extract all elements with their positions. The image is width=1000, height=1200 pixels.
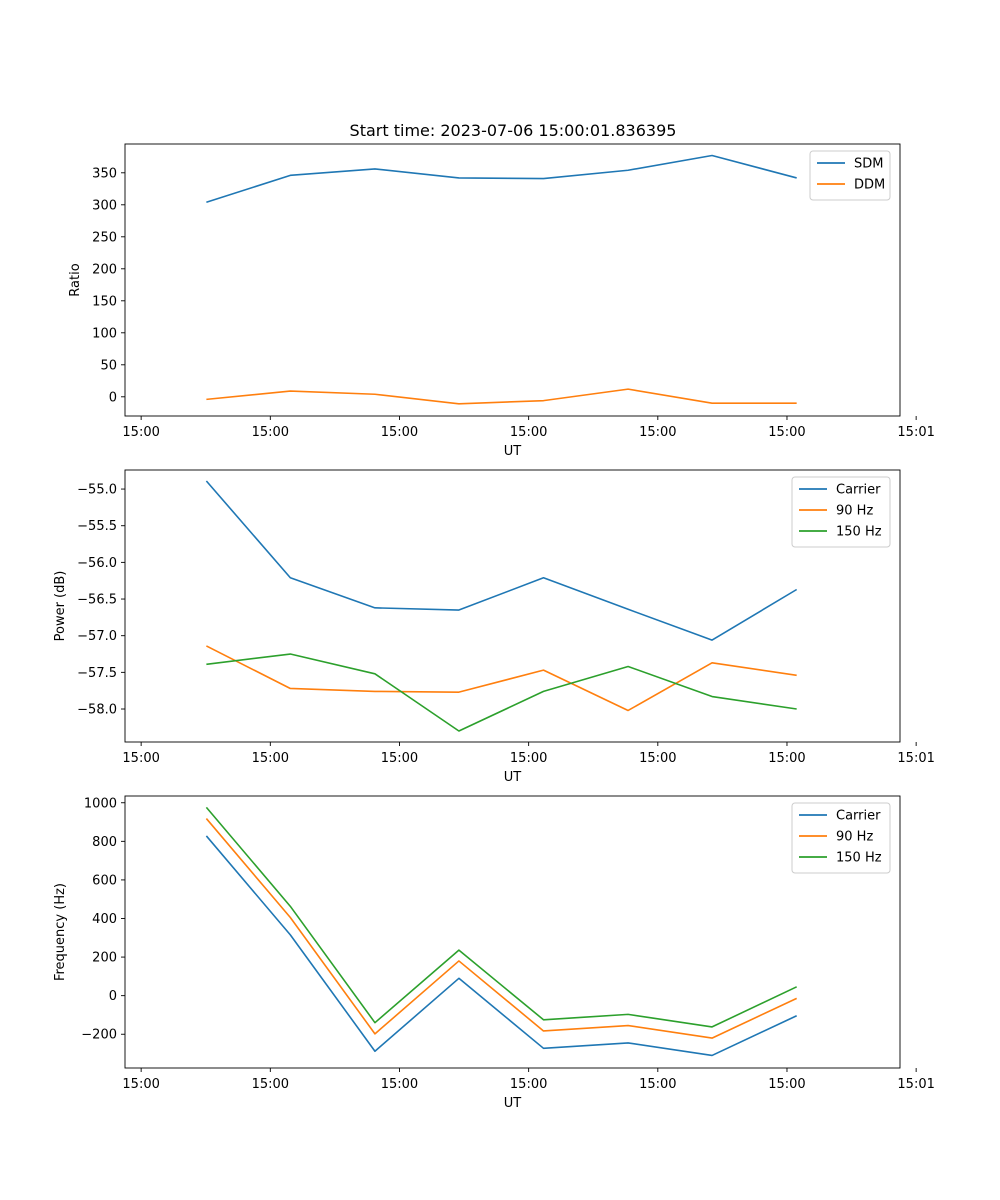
y-tick-label: −200 [81, 1028, 117, 1043]
chart-panel-2: 15:00 15:00 15:00 15:00 15:00 15:00 15:01 −58.0… [53, 469, 935, 785]
series-line-carrier [205, 480, 798, 641]
y-tick-label: −57.5 [77, 666, 117, 681]
x-tick-label: 15:00 [639, 751, 676, 766]
y-axis-label: Power (dB) [53, 571, 68, 642]
legend-label: 150 Hz [836, 851, 882, 866]
y-tick-label: 150 [92, 294, 117, 309]
x-tick-label: 15:00 [122, 751, 159, 766]
y-tick-label: 300 [92, 198, 117, 213]
y-tick-label: −55.0 [77, 483, 117, 498]
y-tick-label: 350 [92, 166, 117, 181]
y-tick-label: −55.5 [77, 519, 117, 534]
x-tick-label: 15:00 [510, 751, 547, 766]
y-tick-label: 200 [92, 951, 117, 966]
y-tick-label: −57.0 [77, 629, 117, 644]
y-tick-label: 600 [92, 873, 117, 888]
x-axis-label: UT [504, 770, 522, 785]
y-tick-label: −56.0 [77, 556, 117, 571]
x-tick-label: 15:00 [510, 1077, 547, 1092]
x-axis-label: UT [504, 1096, 522, 1111]
y-tick-label: −56.5 [77, 593, 117, 608]
x-tick-label: 15:00 [381, 425, 418, 440]
x-tick-label: 15:00 [768, 1077, 805, 1092]
legend-label: 150 Hz [836, 525, 882, 540]
x-tick-label: 15:00 [122, 1077, 159, 1092]
x-tick-label: 15:00 [510, 425, 547, 440]
legend-label: DDM [854, 178, 885, 193]
x-axis-label: UT [504, 444, 522, 459]
legend-box [791, 476, 891, 548]
y-tick-label: 250 [92, 230, 117, 245]
x-tick-label: 15:00 [639, 1077, 676, 1092]
x-tick-label: 15:00 [381, 1077, 418, 1092]
y-tick-label: 400 [92, 912, 117, 927]
chart-title: Start time: 2023-07-06 15:00:01.836395 [350, 121, 677, 140]
legend-label: 90 Hz [836, 830, 873, 845]
legend: Carrier 90 Hz 150 Hz [791, 802, 891, 874]
legend: Carrier 90 Hz 150 Hz [791, 476, 891, 548]
x-tick-label: 15:00 [381, 751, 418, 766]
legend-label: Carrier [836, 483, 881, 498]
chart-panel-3: 15:00 15:00 15:00 15:00 15:00 15:00 15:01 −200 0… [53, 795, 935, 1111]
series-line-90-hz [205, 818, 798, 1039]
series-line-90-hz [206, 645, 797, 712]
series-line-carrier [205, 835, 798, 1057]
series-line-sdm [206, 154, 797, 204]
legend-label: 90 Hz [836, 504, 873, 519]
y-tick-label: 200 [92, 262, 117, 277]
legend-label: Carrier [836, 809, 881, 824]
x-tick-label: 15:00 [252, 1077, 289, 1092]
y-axis-label: Ratio [68, 263, 83, 296]
y-axis-label: Frequency (Hz) [53, 883, 68, 981]
y-tick-label: 1000 [84, 796, 117, 811]
series-line-150-hz [205, 806, 798, 1028]
y-tick-label: 0 [109, 390, 117, 405]
x-tick-label: 15:00 [252, 425, 289, 440]
x-tick-label: 15:01 [897, 425, 934, 440]
x-tick-label: 15:00 [768, 425, 805, 440]
x-tick-label: 15:00 [639, 425, 676, 440]
y-tick-label: 800 [92, 835, 117, 850]
chart-panel-1: 15:00 15:00 15:00 15:00 15:00 15:00 15:01 0 50 10… [68, 143, 935, 459]
legend-box [791, 802, 891, 874]
y-tick-label: 0 [109, 989, 117, 1004]
series-line-150-hz [206, 653, 797, 732]
axes-frame [124, 143, 901, 417]
x-tick-label: 15:01 [897, 1077, 934, 1092]
x-tick-label: 15:00 [122, 425, 159, 440]
legend-label: SDM [854, 157, 883, 172]
legend: SDM DDM [809, 150, 891, 201]
x-tick-label: 15:01 [897, 751, 934, 766]
axes-frame [124, 795, 901, 1069]
series-line-ddm [206, 388, 797, 405]
x-tick-label: 15:00 [768, 751, 805, 766]
y-tick-label: 50 [100, 358, 117, 373]
x-tick-label: 15:00 [252, 751, 289, 766]
y-tick-label: 100 [92, 326, 117, 341]
y-tick-label: −58.0 [77, 703, 117, 718]
axes-frame [124, 469, 901, 743]
